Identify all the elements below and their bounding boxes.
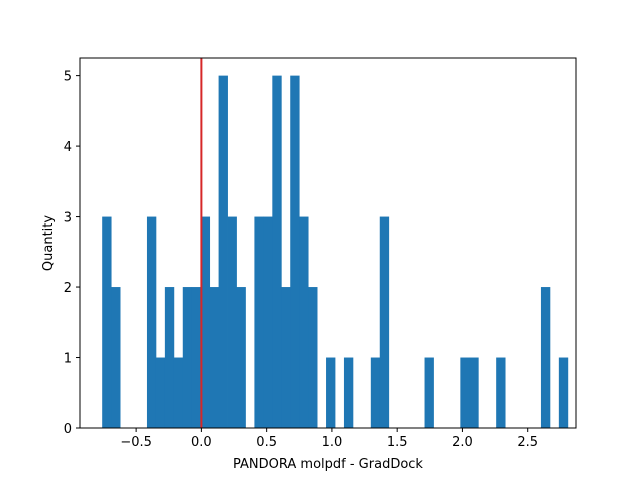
y-axis-label: Quantity <box>41 215 56 271</box>
histogram-bar <box>281 287 291 428</box>
y-axis-ticks: 0 1 2 3 4 5 <box>64 70 80 437</box>
histogram-bar <box>236 287 246 428</box>
histogram-bar <box>155 357 166 428</box>
y-tick-label: 5 <box>64 70 72 85</box>
histogram-bar <box>146 216 157 428</box>
histogram-bar <box>218 75 228 428</box>
histogram-bar <box>343 357 354 428</box>
histogram-bar <box>558 357 569 428</box>
histogram-bar <box>209 287 219 428</box>
y-tick-label: 1 <box>64 352 72 367</box>
histogram-bars <box>102 75 569 428</box>
histogram-bar <box>540 287 551 428</box>
plot-frame <box>79 57 577 429</box>
histogram-bar <box>290 75 300 428</box>
histogram-bar <box>227 216 237 428</box>
histogram-bar <box>370 357 381 428</box>
histogram-bar <box>173 357 184 428</box>
histogram-bar <box>191 287 202 428</box>
y-tick-label: 2 <box>64 281 72 296</box>
x-tick-label: 2.0 <box>452 435 473 450</box>
histogram-bar <box>299 216 309 428</box>
x-tick-label: 1.5 <box>387 435 408 450</box>
histogram-bar <box>111 287 121 428</box>
histogram-bar <box>308 287 318 428</box>
x-tick-label: −0.5 <box>120 435 152 450</box>
y-tick-label: 0 <box>64 422 72 437</box>
histogram-bar <box>263 216 273 428</box>
histogram-bar <box>326 357 336 428</box>
histogram-bar <box>496 357 506 428</box>
y-tick-label: 3 <box>64 211 72 226</box>
x-tick-label: 0.0 <box>191 435 212 450</box>
histogram-bar <box>424 357 434 428</box>
histogram-bar <box>182 287 193 428</box>
histogram-bar <box>272 75 282 428</box>
x-tick-label: 2.5 <box>517 435 538 450</box>
histogram-bar <box>469 357 479 428</box>
histogram-bar <box>164 287 175 428</box>
y-tick-label: 4 <box>64 140 72 155</box>
histogram-bar <box>200 216 211 428</box>
histogram-bar <box>460 357 470 428</box>
histogram-bar <box>254 216 264 428</box>
histogram-bar <box>379 216 390 428</box>
histogram-bar <box>102 216 112 428</box>
x-axis-ticks: −0.5 0.0 0.5 1.0 1.5 2.0 2.5 <box>120 428 538 450</box>
x-tick-label: 0.5 <box>256 435 277 450</box>
x-axis-label: PANDORA molpdf - GradDock <box>233 457 423 472</box>
x-tick-label: 1.0 <box>322 435 343 450</box>
